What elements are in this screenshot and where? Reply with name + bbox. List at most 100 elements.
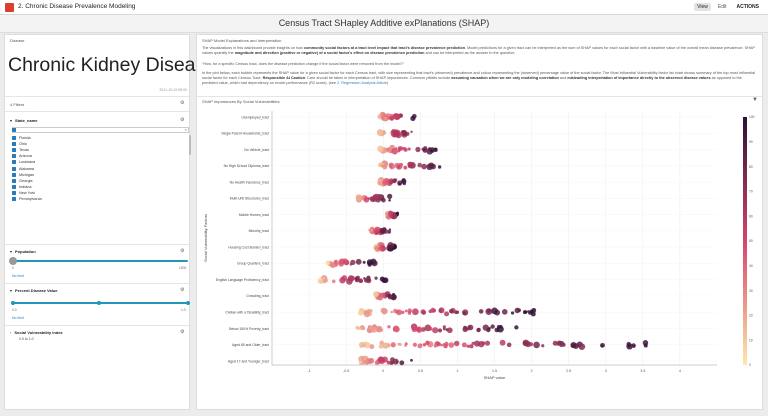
state-option-label: Arizona	[19, 154, 32, 159]
state-search-input[interactable]: ⌕	[12, 127, 189, 133]
view-tab[interactable]: View	[694, 3, 711, 11]
state-checkbox[interactable]	[12, 184, 16, 189]
select-all-checkbox[interactable]	[12, 128, 16, 132]
state-checkbox[interactable]	[12, 196, 16, 201]
gear-icon[interactable]: ⚙	[180, 117, 185, 123]
state-option[interactable]: Texas	[12, 147, 189, 153]
shap-point	[359, 343, 363, 347]
shap-point	[395, 309, 400, 314]
shap-point	[425, 340, 430, 345]
disease-value-slider-max-handle[interactable]	[186, 301, 190, 305]
state-option[interactable]: Michigan	[12, 172, 189, 178]
shap-point	[462, 309, 469, 316]
shap-point	[393, 130, 400, 136]
shap-point	[643, 343, 648, 348]
state-option[interactable]: Indiana	[12, 184, 189, 190]
shap-point	[378, 181, 382, 185]
shap-point	[632, 344, 636, 348]
state-filter-title[interactable]: ▾ State_name	[10, 118, 37, 123]
x-tick-label: 1.5	[492, 369, 497, 373]
gear-icon[interactable]: ⚙	[180, 100, 185, 106]
shap-point	[397, 146, 402, 151]
x-tick-label: 4	[679, 369, 681, 373]
state-option[interactable]: Arizona	[12, 153, 189, 159]
shap-point	[368, 228, 372, 232]
shap-point	[349, 262, 353, 266]
state-list-scrollbar[interactable]	[189, 135, 191, 155]
text-bold: assuming causation when we are only mode…	[451, 76, 559, 81]
disease-value-slider-mid-handle[interactable]	[97, 301, 101, 305]
shap-point	[376, 129, 384, 137]
shap-point	[522, 310, 527, 315]
shap-point	[369, 196, 374, 201]
shap-point	[514, 325, 519, 330]
state-checkbox[interactable]	[12, 172, 16, 177]
shap-point	[422, 343, 427, 347]
shap-point	[397, 149, 401, 153]
shap-point	[410, 358, 413, 362]
actions-button[interactable]: ACTIONS	[736, 4, 760, 10]
state-option[interactable]: Georgia	[12, 178, 189, 184]
shap-point	[393, 113, 401, 121]
shap-point	[430, 307, 436, 313]
edit-tab[interactable]: Edit	[717, 4, 727, 10]
state-checkbox[interactable]	[12, 178, 16, 183]
state-checkbox[interactable]	[12, 166, 16, 171]
state-filter-label: State_name	[15, 118, 38, 123]
population-slider-track[interactable]	[12, 260, 188, 262]
shap-point	[482, 324, 489, 331]
filter-funnel-icon[interactable]: ▼	[752, 97, 758, 103]
state-option-label: Louisiana	[19, 160, 36, 165]
state-option[interactable]: Ohio	[12, 141, 189, 147]
shap-point	[359, 325, 365, 331]
divider	[197, 96, 764, 97]
state-checkbox[interactable]	[12, 190, 16, 195]
shap-point	[341, 258, 349, 265]
colorbar-tick-label: 90	[749, 140, 753, 144]
shap-point	[386, 147, 390, 152]
shap-point	[478, 309, 484, 314]
gear-icon[interactable]: ⚙	[180, 248, 185, 254]
state-option[interactable]: Louisiana	[12, 159, 189, 165]
state-checkbox[interactable]	[12, 154, 16, 159]
state-checkbox[interactable]	[12, 142, 16, 147]
shap-point	[408, 162, 415, 169]
state-checkbox[interactable]	[12, 136, 16, 141]
shap-point	[397, 180, 403, 186]
colorbar-tick-label: 20	[749, 314, 753, 318]
gear-icon[interactable]: ⚙	[180, 329, 185, 335]
text-bold: misleading interpretation of importance …	[567, 76, 711, 81]
shap-point	[530, 311, 536, 317]
population-filter-title[interactable]: ▾ Population	[10, 249, 36, 254]
shap-point	[600, 342, 605, 348]
shap-point	[506, 342, 512, 348]
shap-point	[421, 163, 427, 170]
population-no-limit-link[interactable]: No limit	[12, 274, 24, 278]
population-slider-min-handle[interactable]	[9, 257, 17, 265]
disease-value-filter-title[interactable]: ▾ Percent Disease Value	[10, 288, 58, 293]
shap-point	[401, 310, 405, 314]
shap-point	[422, 148, 426, 152]
disease-tile-label: Disease	[10, 38, 25, 43]
y-tick-label: Unemployed_tract	[241, 115, 269, 119]
state-checkbox[interactable]	[12, 160, 16, 165]
shap-point	[402, 130, 406, 134]
shap-point	[393, 326, 400, 333]
colorbar-tick-label: 60	[749, 214, 753, 218]
colorbar-tick-label: 100	[749, 115, 755, 119]
state-checkbox[interactable]	[12, 148, 16, 153]
disease-value-no-limit-link[interactable]: No limit	[12, 316, 24, 320]
state-option[interactable]: Alabama	[12, 165, 189, 171]
state-option[interactable]: Florida	[12, 135, 189, 141]
state-option[interactable]: Pennsylvania	[12, 196, 189, 202]
page-title: Census Tract SHapley Additive exPlanatio…	[278, 18, 490, 28]
disease-value-slider-min-handle[interactable]	[11, 301, 15, 305]
state-option-label: Florida	[19, 136, 31, 141]
svi-filter-title[interactable]: › Social Vulnerability index	[10, 330, 63, 335]
shap-point	[361, 361, 366, 365]
state-option[interactable]: New York	[12, 190, 189, 196]
explanation-paragraph-2: "How, for a specific Census tract, does …	[202, 62, 404, 66]
gear-icon[interactable]: ⚙	[180, 287, 185, 293]
shap-point	[453, 340, 460, 347]
regression-article-link[interactable]: 2. Regression Analysis Article	[337, 81, 387, 86]
